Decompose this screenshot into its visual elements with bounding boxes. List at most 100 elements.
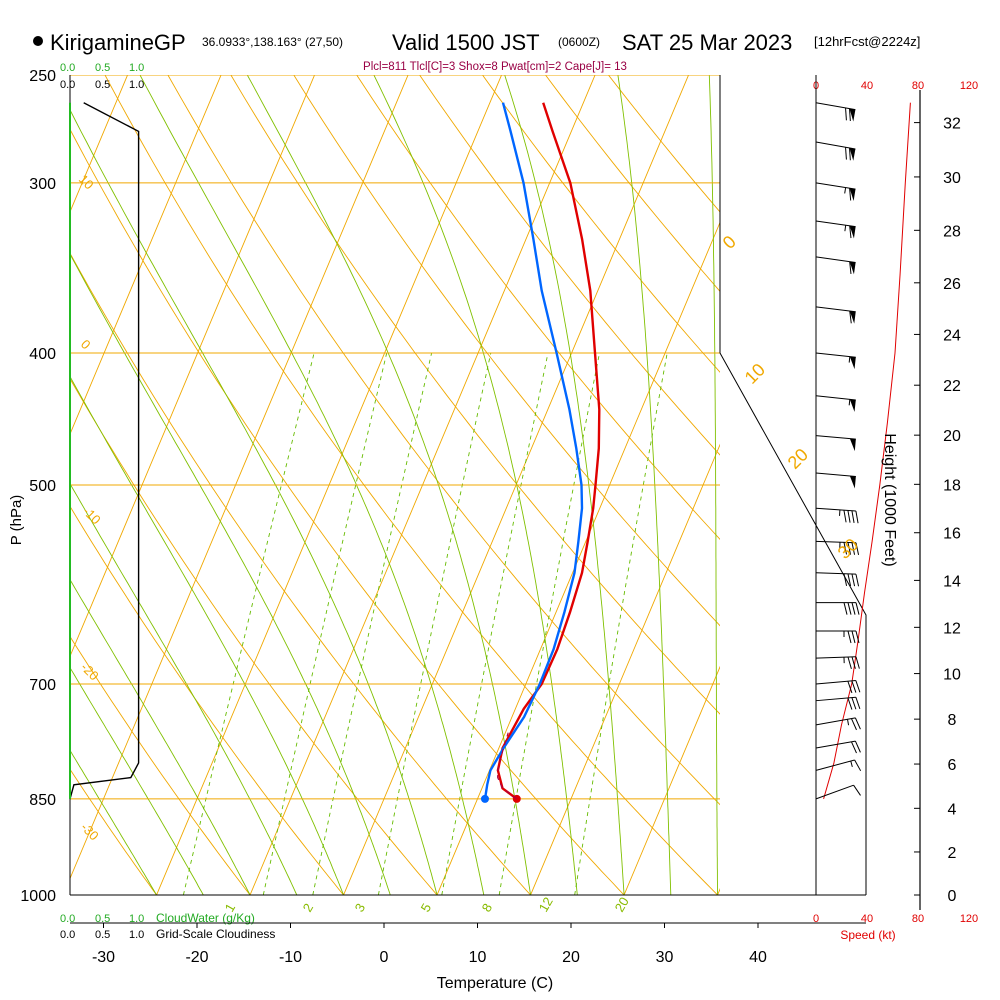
pressure-tick-label: 300 — [29, 176, 56, 193]
wind-barb-feather — [851, 630, 856, 644]
height-tick-label: 12 — [943, 620, 961, 637]
valid-time: Valid 1500 JST — [392, 30, 540, 55]
wind-barb — [815, 472, 856, 489]
wind-barb-half-feather — [847, 719, 850, 726]
mixing-ratio-label: 20 — [612, 894, 632, 914]
isotherm-line — [530, 443, 720, 895]
dry-adiabat-label: -30 — [78, 820, 102, 844]
wind-barb-feather — [847, 573, 852, 587]
wind-barb-feather — [847, 656, 852, 670]
wind-barb-feather — [855, 680, 861, 693]
speed-axis-label: Speed (kt) — [840, 928, 895, 942]
wind-barb-staff — [815, 352, 856, 358]
dry-adiabat-line — [481, 75, 720, 373]
wind-barb-staff — [815, 717, 856, 726]
isotherm-line — [436, 221, 720, 895]
isotherm-label: 0 — [719, 232, 740, 253]
moist-adiabat-line — [70, 482, 298, 895]
wind-barb-feather — [851, 680, 857, 693]
mixing-ratio-line — [262, 352, 388, 895]
height-tick-label: 18 — [943, 477, 961, 494]
plot-right-boundary — [719, 75, 867, 895]
dry-adiabat-line — [419, 75, 720, 456]
pressure-tick-label: 1000 — [20, 888, 56, 905]
dry-adiabat-line — [70, 128, 625, 895]
height-tick-label: 26 — [943, 276, 961, 293]
cloudiness-profile — [69, 102, 140, 800]
moist-adiabat-line — [708, 75, 719, 895]
wind-barb-feather — [851, 602, 856, 615]
moist-adiabat-line — [70, 666, 204, 895]
dry-adiabat-line — [167, 75, 720, 806]
dry-adiabat-line — [70, 635, 251, 895]
wind-barb-flag — [849, 261, 856, 275]
wind-barb-feather — [855, 697, 861, 710]
cloud-tick-bottom-green: 0.5 — [95, 913, 110, 925]
wind-barb — [815, 435, 856, 452]
wind-barb-feather — [843, 542, 848, 555]
dry-adiabat-line — [356, 75, 720, 540]
isotherm-line — [623, 665, 720, 895]
wind-barb-flag — [849, 188, 856, 201]
wind-barb-feather — [847, 602, 852, 615]
wind-barb — [816, 602, 860, 615]
wind-barb-staff — [815, 784, 854, 800]
height-tick-label: 6 — [948, 757, 957, 774]
pressure-tick-label: 400 — [29, 346, 56, 363]
cloud-tick-top-black: 0.5 — [95, 79, 110, 91]
wind-barb-feather — [848, 147, 851, 161]
temperature-tick-label: 10 — [469, 949, 487, 966]
wind-barb-feather — [854, 717, 861, 730]
moist-adiabat-line — [70, 375, 345, 895]
mixing-ratio-label: 12 — [536, 894, 556, 914]
cloud-water-scale-top: 0.0 0.5 1.0 0.0 0.5 1.0 — [60, 62, 144, 91]
wind-barb-half-feather — [848, 356, 851, 363]
wind-barb-half-feather — [848, 399, 851, 406]
speed-tick-bottom: 40 — [861, 913, 873, 925]
valid-utc: (0600Z) — [558, 35, 600, 49]
wind-barb-staff — [815, 507, 856, 512]
indices-line: Plcl=811 Tlcl[C]=3 Shox=8 Pwat[cm]=2 Cap… — [363, 61, 627, 73]
wind-barb-staff — [815, 102, 856, 111]
wind-barb-feather — [855, 574, 860, 587]
wind-barb — [815, 759, 862, 772]
wind-barb-feather — [849, 188, 852, 201]
wind-barb-feather — [850, 718, 857, 731]
wind-barb — [815, 141, 856, 161]
isotherm-line — [799, 51, 1000, 924]
wind-barb-feather — [843, 573, 848, 586]
wind-barb-feather — [849, 310, 852, 324]
moist-adiabat-line — [139, 75, 485, 895]
temperature-tick-label: 30 — [656, 949, 674, 966]
station-coords: 36.0933°,138.163° (27,50) — [202, 35, 343, 49]
wind-barb-feather — [851, 656, 856, 669]
isotherm-label: 20 — [784, 445, 812, 473]
x-axis-label: Temperature (C) — [437, 975, 553, 992]
cloud-tick-bottom-green: 0.0 — [60, 913, 75, 925]
wind-barb-staff — [815, 182, 856, 190]
height-tick-label: 10 — [943, 667, 961, 684]
mixing-ratio-label: 8 — [479, 901, 496, 915]
station-bullet-icon — [33, 36, 43, 46]
grid-layer — [70, 51, 1000, 924]
isotherm-label: 30 — [834, 535, 862, 563]
height-tick-label: 32 — [943, 116, 961, 133]
pressure-tick-label: 850 — [29, 792, 56, 809]
frame-layer — [69, 75, 921, 924]
height-tick-label: 24 — [943, 327, 961, 344]
dry-adiabat-label: 10 — [76, 172, 97, 193]
forecast-label: [12hrFcst@2224z] — [814, 34, 920, 49]
wind-barb-feather — [851, 697, 857, 710]
wind-barb — [815, 182, 856, 201]
speed-tick-bottom: 120 — [960, 913, 978, 925]
isotherm-label: 10 — [741, 360, 769, 388]
isotherm-line — [156, 75, 503, 895]
wind-barb-half-feather — [844, 225, 847, 232]
wind-barb-feather — [854, 740, 861, 753]
wind-barb-staff — [815, 472, 856, 478]
wind-barb — [815, 572, 860, 587]
wind-barb-staff — [815, 141, 856, 150]
wind-barb — [815, 102, 856, 122]
mixing-ratio-line — [182, 352, 315, 895]
wind-barb-half-feather — [850, 760, 853, 767]
